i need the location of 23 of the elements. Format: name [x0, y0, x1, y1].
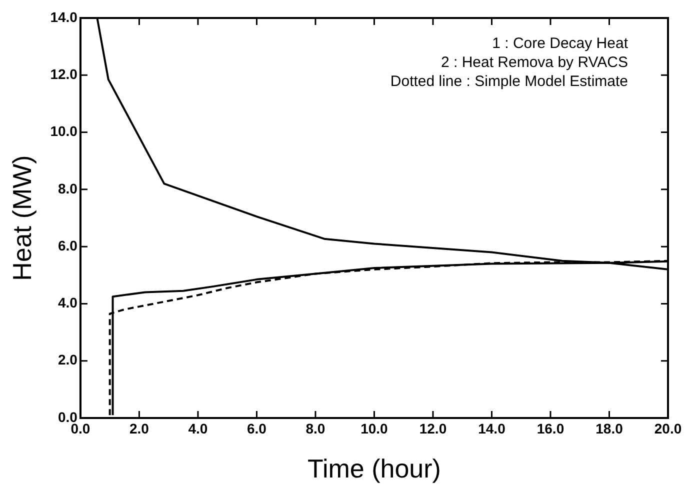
y-tick-label: 4.0 [58, 294, 78, 311]
y-tick-label: 0.0 [58, 408, 78, 425]
y-tick-label: 2.0 [58, 352, 78, 368]
y-tick-label: 6.0 [58, 237, 78, 254]
x-tick-label: 2.0 [129, 420, 150, 436]
y-tick-label: 14.0 [50, 8, 78, 25]
y-tick-label: 10.0 [50, 123, 78, 140]
annotation: 1 : Core Decay Heat [492, 35, 629, 52]
x-tick-label: 4.0 [188, 420, 208, 436]
x-tick-label: 18.0 [596, 420, 624, 436]
x-axis-title: Time (hour) [308, 454, 441, 484]
annotation: Dotted line : Simple Model Estimate [390, 73, 628, 90]
y-tick-label: 12.0 [50, 66, 78, 82]
x-tick-label: 16.0 [536, 420, 564, 436]
y-axis-title: Heat (MW) [6, 155, 37, 281]
x-tick-label: 14.0 [478, 420, 506, 436]
x-tick-label: 12.0 [419, 420, 447, 436]
x-tick-label: 10.0 [360, 420, 388, 436]
annotation: 2 : Heat Remova by RVACS [440, 54, 628, 72]
y-tick-label: 8.0 [58, 180, 78, 196]
x-tick-label: 6.0 [246, 420, 267, 436]
x-tick-label: 8.0 [306, 420, 326, 436]
x-tick-label: 20.0 [654, 420, 682, 436]
